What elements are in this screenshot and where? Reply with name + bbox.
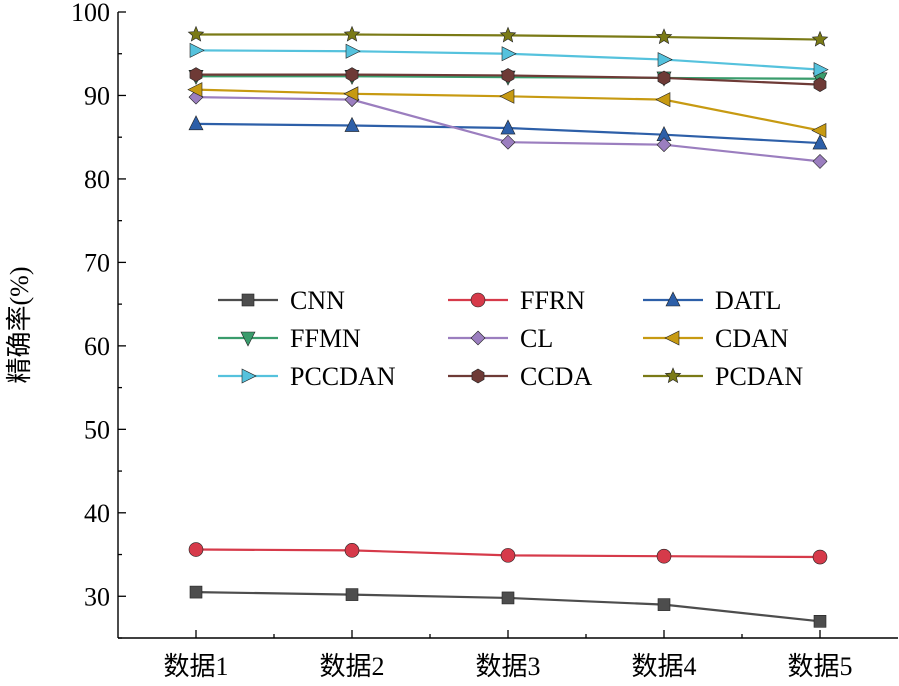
series-datl bbox=[188, 115, 828, 150]
legend-label: CL bbox=[520, 324, 553, 353]
data-point-hexagon bbox=[189, 67, 203, 82]
x-tick-label: 数据5 bbox=[787, 652, 852, 681]
legend-item-datl: DATL bbox=[643, 286, 781, 315]
data-point-diamond bbox=[500, 134, 516, 150]
data-point-hexagon bbox=[657, 70, 671, 86]
axes: 30 40 50 60 70 80 90 100 数据1 数据2 数据3 数据4 数据5 bbox=[71, 0, 898, 681]
series-pcdan bbox=[187, 25, 829, 47]
data-point-triangle-left bbox=[655, 92, 671, 108]
series-ffrn bbox=[188, 542, 828, 565]
data-point-triangle-up bbox=[665, 291, 681, 307]
legend-item-ffmn: FFMN bbox=[218, 324, 361, 353]
data-point-square bbox=[501, 591, 515, 605]
series-pccdan bbox=[189, 42, 829, 78]
data-point-triangle-down bbox=[240, 331, 256, 347]
legend-label: PCCDAN bbox=[290, 362, 396, 391]
data-point-triangle-right bbox=[501, 46, 517, 62]
legend-item-ffrn: FFRN bbox=[448, 286, 585, 315]
legend-label: PCDAN bbox=[715, 362, 803, 391]
data-point-circle bbox=[470, 292, 486, 308]
y-tick-label: 80 bbox=[84, 165, 110, 194]
data-point-triangle-right bbox=[189, 42, 205, 58]
series-cdan bbox=[187, 82, 827, 139]
legend-item-cnn: CNN bbox=[218, 286, 345, 315]
y-tick-label: 30 bbox=[84, 582, 110, 611]
legend-label: CDAN bbox=[715, 324, 789, 353]
y-tick-label: 50 bbox=[84, 415, 110, 444]
data-point-star bbox=[655, 28, 673, 45]
data-point-triangle-right bbox=[657, 52, 673, 68]
y-tick-label: 40 bbox=[84, 499, 110, 528]
y-tick-label: 60 bbox=[84, 332, 110, 361]
data-point-triangle-right bbox=[813, 62, 829, 78]
data-point-square bbox=[189, 585, 203, 599]
data-point-hexagon bbox=[471, 368, 485, 384]
legend-label: DATL bbox=[715, 286, 781, 315]
data-point-star bbox=[664, 367, 682, 384]
data-point-triangle-right bbox=[241, 368, 257, 384]
legend-label: FFMN bbox=[290, 324, 361, 353]
data-point-hexagon bbox=[345, 67, 359, 82]
legend-label: CCDA bbox=[520, 362, 592, 391]
data-point-diamond bbox=[812, 153, 828, 169]
data-point-square bbox=[345, 588, 359, 601]
x-tick-label: 数据4 bbox=[631, 652, 696, 681]
data-point-circle bbox=[500, 548, 516, 563]
data-point-triangle-left bbox=[811, 123, 827, 139]
data-point-circle bbox=[812, 549, 828, 565]
y-axis-title: 精确率(%) bbox=[5, 267, 34, 384]
x-tick-label: 数据3 bbox=[475, 652, 540, 681]
data-point-triangle-left bbox=[343, 86, 359, 102]
x-tick-label: 数据2 bbox=[319, 652, 384, 681]
series-cl bbox=[188, 89, 828, 169]
data-point-star bbox=[187, 25, 205, 42]
y-tick-label: 90 bbox=[84, 81, 110, 110]
data-point-hexagon bbox=[501, 68, 515, 83]
y-tick-label: 70 bbox=[84, 248, 110, 277]
legend-item-cdan: CDAN bbox=[643, 324, 789, 353]
series-ccda bbox=[189, 67, 827, 92]
data-point-square bbox=[657, 598, 671, 611]
data-point-square bbox=[241, 293, 255, 307]
legend-item-cl: CL bbox=[448, 324, 553, 353]
legend: CNN FFRN DATL FFMN CL CDAN PCCDAN CCDA PCDAN bbox=[218, 286, 803, 391]
legend-item-pccdan: PCCDAN bbox=[218, 362, 396, 391]
data-point-triangle-left bbox=[187, 82, 203, 98]
x-tick-label: 数据1 bbox=[163, 652, 228, 681]
plot-area bbox=[187, 25, 829, 628]
data-point-hexagon bbox=[813, 77, 827, 92]
data-point-triangle-up bbox=[500, 119, 516, 135]
data-point-triangle-up bbox=[812, 134, 828, 150]
data-point-diamond bbox=[656, 137, 672, 153]
data-point-circle bbox=[656, 548, 672, 564]
legend-item-pcdan: PCDAN bbox=[643, 362, 803, 391]
data-point-star bbox=[811, 30, 829, 47]
data-point-triangle-up bbox=[188, 115, 204, 131]
data-point-triangle-left bbox=[499, 88, 515, 104]
legend-label: FFRN bbox=[520, 286, 585, 315]
data-point-triangle-left bbox=[664, 330, 680, 346]
data-point-triangle-right bbox=[345, 43, 361, 59]
data-point-star bbox=[499, 26, 517, 43]
data-point-star bbox=[343, 25, 361, 42]
data-point-circle bbox=[344, 543, 360, 558]
y-tick-label: 100 bbox=[71, 0, 110, 27]
data-point-diamond bbox=[470, 330, 486, 346]
series-cnn bbox=[189, 585, 827, 628]
data-point-triangle-up bbox=[344, 116, 360, 132]
legend-item-ccda: CCDA bbox=[448, 362, 592, 391]
data-point-circle bbox=[188, 542, 204, 557]
legend-label: CNN bbox=[290, 286, 345, 315]
data-point-square bbox=[813, 615, 827, 628]
